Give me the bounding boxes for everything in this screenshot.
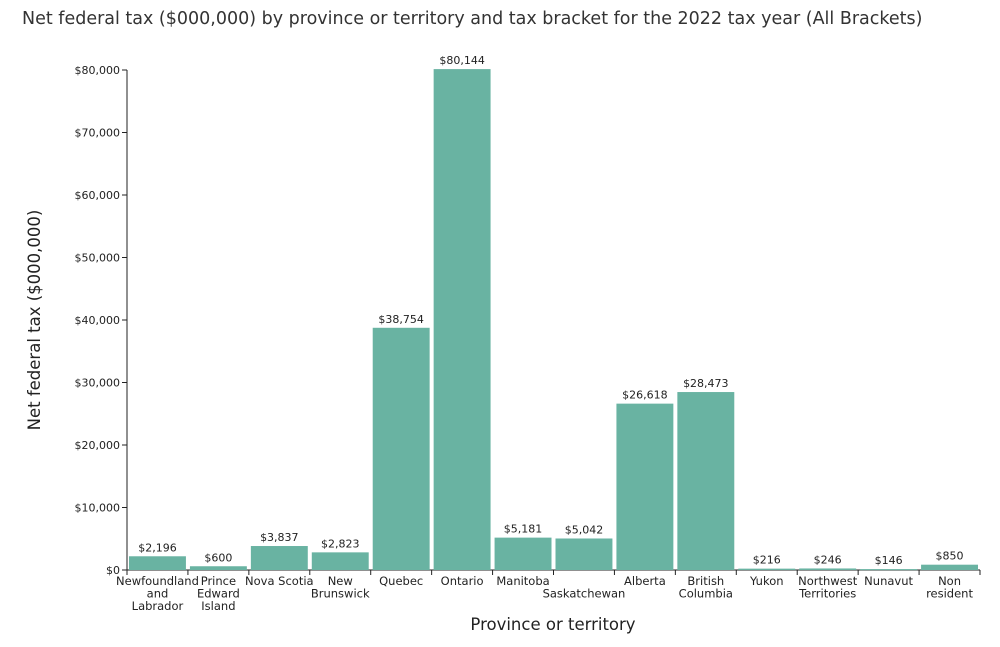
data-label: $5,042 [565,523,604,536]
data-label: $3,837 [260,531,299,544]
bar[interactable] [677,392,735,570]
data-label: $2,823 [321,537,360,550]
x-axis-title: Province or territory [470,615,635,634]
x-tick-label: Ontario [441,574,484,588]
bar[interactable] [494,537,552,570]
y-tick-label: $40,000 [75,314,121,327]
bar[interactable] [372,327,430,570]
x-tick-label: New Brunswick [311,574,370,601]
x-tick-label: Nova Scotia [245,574,314,588]
bars: $2,196 $600 $3,837 $2,823 $38,754 $80,144 $5,1… [129,54,978,571]
y-tick-label: $20,000 [75,439,121,452]
data-label: $26,618 [622,389,668,402]
y-axis-title: Net federal tax ($000,000) [25,210,44,431]
x-tick-label: Prince Edward Island [197,574,240,613]
x-tick-label: Nunavut [864,574,913,588]
bar[interactable] [738,568,796,570]
bar[interactable] [799,568,857,570]
x-tick-label: Manitoba [496,574,549,588]
y-tick-label: $50,000 [75,252,121,265]
y-tick-label: $10,000 [75,502,121,515]
y-tick-label: $70,000 [75,127,121,140]
y-tick-label: $30,000 [75,377,121,390]
data-label: $38,754 [378,313,424,326]
y-tick-label: $80,000 [75,64,121,77]
bar[interactable] [129,556,186,570]
bar[interactable] [616,403,674,570]
bar[interactable] [860,569,918,571]
x-tick-label: Northwest Territories [798,574,858,601]
chart-title: Net federal tax ($000,000) by province o… [22,9,923,29]
y-tick-label: $0 [106,564,120,577]
x-tick-label: Non resident [926,574,973,601]
data-label: $146 [875,554,903,567]
x-tick-label: Saskatchewan [543,587,626,601]
bar[interactable] [555,538,613,570]
data-label: $246 [814,553,842,566]
x-tick-label: Alberta [624,574,666,588]
y-axis: $0 $10,000 $20,000 $30,000 $40,000 $50,000 $60… [75,64,128,577]
data-label: $80,144 [439,54,485,67]
x-tick-label: Quebec [379,574,423,588]
bar[interactable] [311,552,369,570]
bar[interactable] [250,546,308,570]
data-label: $600 [204,551,232,564]
x-tick-label: Newfoundland and Labrador [116,574,199,613]
bar[interactable] [189,566,247,570]
bar[interactable] [433,69,491,570]
data-label: $850 [936,550,964,563]
x-tick-label: British Columbia [679,574,733,601]
bar[interactable] [921,564,978,570]
data-label: $216 [753,554,781,567]
x-tick-label: Yukon [749,574,784,588]
data-label: $5,181 [504,523,543,536]
data-label: $2,196 [138,541,177,554]
y-tick-label: $60,000 [75,189,121,202]
data-label: $28,473 [683,377,729,390]
